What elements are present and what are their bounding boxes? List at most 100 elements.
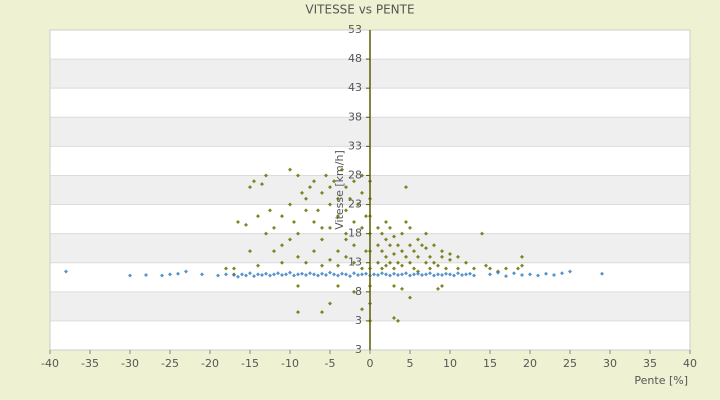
data-point: [380, 231, 384, 236]
data-point: [320, 237, 324, 242]
data-point: [416, 237, 420, 242]
x-tick-label: -5: [325, 357, 336, 370]
data-point: [408, 273, 412, 278]
data-point: [296, 310, 300, 315]
data-point: [216, 273, 220, 278]
data-point: [384, 220, 388, 224]
y-tick-label: 33: [348, 139, 362, 152]
data-point: [424, 246, 428, 251]
x-tick-label: 35: [643, 357, 657, 370]
data-point: [280, 272, 284, 277]
data-point: [396, 260, 400, 265]
data-point: [376, 260, 380, 265]
data-point: [224, 266, 228, 271]
data-point: [272, 249, 276, 254]
data-point: [456, 254, 460, 259]
data-point: [332, 272, 336, 277]
y-tick-label: 3: [355, 314, 362, 327]
data-point: [400, 272, 404, 277]
data-point: [376, 225, 380, 230]
data-point: [268, 208, 272, 213]
data-point: [448, 272, 452, 277]
data-point: [464, 260, 468, 265]
data-point: [380, 266, 384, 271]
data-point: [304, 272, 308, 277]
data-point: [336, 284, 340, 288]
data-point: [400, 286, 404, 291]
data-point: [320, 190, 324, 195]
data-point: [364, 249, 368, 254]
data-point: [324, 173, 328, 178]
data-point: [520, 272, 524, 277]
data-point: [428, 266, 432, 271]
data-point: [272, 225, 276, 230]
data-point: [296, 284, 300, 288]
data-point: [364, 214, 368, 219]
data-point: [408, 260, 412, 265]
x-tick-label: 15: [483, 357, 497, 370]
y-tick-label: 43: [348, 81, 362, 94]
data-point: [308, 271, 312, 276]
data-point: [376, 272, 380, 277]
data-point: [388, 273, 392, 278]
data-point: [512, 271, 516, 276]
data-point: [176, 271, 180, 276]
data-point: [420, 243, 424, 248]
data-point: [520, 263, 524, 268]
data-point: [360, 173, 364, 178]
y-tick-label: 38: [348, 110, 362, 123]
data-point: [392, 316, 396, 320]
data-point: [440, 254, 444, 259]
data-point: [384, 237, 388, 242]
y-tick-label: 23: [348, 198, 362, 211]
data-point: [472, 273, 476, 278]
data-point: [484, 263, 488, 268]
data-point: [244, 222, 248, 227]
data-point: [560, 271, 564, 276]
data-point: [248, 249, 252, 254]
data-point: [236, 220, 240, 224]
data-point: [360, 190, 364, 195]
data-point: [388, 260, 392, 265]
data-point: [364, 271, 368, 276]
data-point: [396, 318, 400, 323]
data-point: [144, 272, 148, 277]
data-point: [352, 289, 356, 294]
data-point: [444, 271, 448, 276]
data-point: [440, 249, 444, 254]
data-point: [316, 273, 320, 278]
data-point: [344, 254, 348, 259]
data-point: [360, 307, 364, 312]
data-point: [272, 272, 276, 277]
data-point: [256, 272, 260, 277]
data-point: [304, 196, 308, 201]
data-point: [416, 254, 420, 259]
data-point: [600, 271, 604, 276]
data-point: [352, 243, 356, 248]
x-tick-label: 5: [407, 357, 414, 370]
data-point: [384, 263, 388, 268]
data-point: [408, 225, 412, 230]
data-point: [356, 272, 360, 277]
data-point: [288, 270, 292, 275]
data-point: [296, 254, 300, 259]
data-point: [400, 231, 404, 236]
data-point: [348, 274, 352, 279]
data-point: [288, 237, 292, 242]
data-point: [520, 254, 524, 259]
data-point: [456, 271, 460, 276]
data-point: [288, 167, 292, 172]
data-point: [392, 234, 396, 239]
data-point: [312, 179, 316, 184]
data-point: [340, 271, 344, 276]
data-point: [320, 271, 324, 276]
data-point: [304, 208, 308, 213]
data-point: [264, 231, 268, 236]
x-tick-label: -10: [281, 357, 299, 370]
data-point: [320, 310, 324, 315]
data-point: [504, 274, 508, 279]
data-point: [396, 272, 400, 277]
data-point: [544, 271, 548, 276]
data-point: [424, 272, 428, 277]
data-point: [224, 272, 228, 277]
